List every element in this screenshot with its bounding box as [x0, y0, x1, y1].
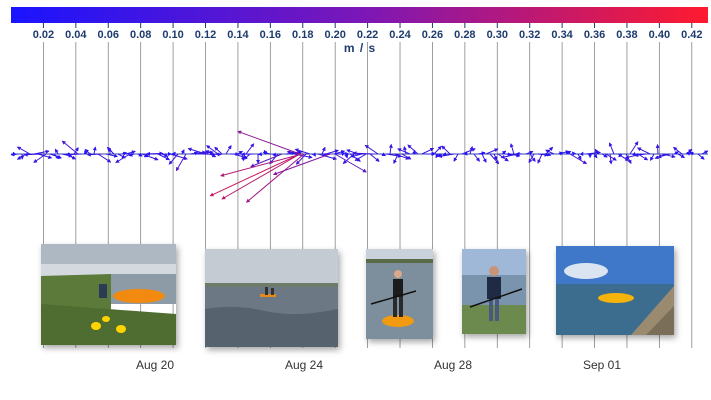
vector-stick	[98, 154, 111, 162]
vector-stick	[538, 154, 542, 163]
colorbar-tick-label: 0.02	[33, 29, 54, 41]
date-label: Aug 24	[285, 358, 323, 372]
colorbar-tick-label: 0.10	[162, 29, 183, 41]
vector-stick	[18, 147, 30, 154]
vector-stick	[142, 154, 158, 160]
date-axis: Aug 20 Aug 24 Aug 28 Sep 01	[136, 358, 621, 372]
vector-stick	[511, 144, 514, 154]
vector-stick	[116, 154, 130, 163]
vector-stick	[466, 152, 467, 154]
vector-stick	[462, 149, 475, 154]
colorbar-tick-label: 0.34	[551, 29, 573, 41]
vector-stick-strong	[238, 131, 300, 154]
vector-stick	[370, 154, 379, 161]
vector-stick	[422, 148, 433, 154]
photo-lake-paddlers	[205, 249, 338, 347]
vector-stick	[246, 144, 254, 154]
colorbar-tick-label: 0.24	[389, 29, 411, 41]
vector-stick	[436, 154, 438, 158]
colorbar-tick-label: 0.16	[260, 29, 281, 41]
vector-stick	[55, 149, 58, 154]
vector-stick	[404, 147, 406, 154]
vector-stick	[182, 150, 184, 154]
vector-stick	[678, 154, 684, 158]
vector-stick	[630, 142, 638, 154]
vector-stick	[638, 148, 650, 154]
vector-stick	[408, 145, 418, 154]
vector-stick	[609, 143, 614, 154]
colorbar-tick-label: 0.36	[584, 29, 605, 41]
colorbar-tick-label: 0.32	[519, 29, 540, 41]
photo-paddler-standing	[366, 249, 433, 339]
colorbar-tick-label: 0.22	[357, 29, 378, 41]
photo-paddleboard-shore	[41, 244, 176, 345]
colorbar-tick-label: 0.08	[130, 29, 151, 41]
colorbar-tick-label: 0.26	[422, 29, 443, 41]
vector-stick	[698, 154, 704, 159]
vector-stick	[651, 154, 654, 160]
vector-stick	[434, 146, 441, 154]
vector-sticks	[11, 131, 707, 202]
date-label: Aug 20	[136, 358, 174, 372]
vector-stick	[322, 148, 325, 154]
vector-stick	[34, 154, 46, 162]
colorbar-tick-label: 0.12	[195, 29, 216, 41]
colorbar-tick-label: 0.40	[649, 29, 670, 41]
colorbar-tick-label: 0.42	[681, 29, 702, 41]
vector-stick	[244, 154, 250, 159]
photo-paddler-with-paddle	[462, 249, 526, 334]
colorbar-tick-label: 0.28	[454, 29, 475, 41]
colorbar-tick-label: 0.06	[98, 29, 119, 41]
vector-stick	[610, 154, 611, 164]
vector-stick	[226, 146, 231, 154]
vector-stick	[13, 152, 14, 154]
colorbar	[11, 7, 708, 23]
colorbar-tick-label: 0.20	[324, 29, 345, 41]
vector-stick	[482, 154, 486, 162]
vector-stick	[390, 145, 391, 154]
colorbar-tick-label: 0.14	[227, 29, 249, 41]
colorbar-tick-label: 0.04	[65, 29, 87, 41]
vector-stick	[442, 146, 450, 154]
vector-stick	[346, 154, 347, 158]
vector-stick-strong	[222, 154, 300, 199]
colorbar-tick-label: 0.38	[616, 29, 637, 41]
vector-stick	[94, 147, 95, 154]
vector-stick	[454, 154, 458, 161]
colorbar-ticks: 0.02 0.04 0.06 0.08 0.10 0.12 0.14 0.16 0.18 0.20…	[33, 23, 703, 41]
colorbar-tick-label: 0.30	[487, 29, 508, 41]
vector-stick	[474, 154, 479, 161]
vector-stick	[570, 154, 586, 164]
colorbar-tick-label: 0.18	[292, 29, 313, 41]
date-label: Sep 01	[583, 358, 621, 372]
photo-board-on-beach	[556, 246, 674, 335]
colorbar-unit-label: m / s	[344, 41, 376, 55]
vector-stick	[54, 154, 59, 159]
vector-stick	[486, 149, 498, 154]
date-label: Aug 28	[434, 358, 472, 372]
